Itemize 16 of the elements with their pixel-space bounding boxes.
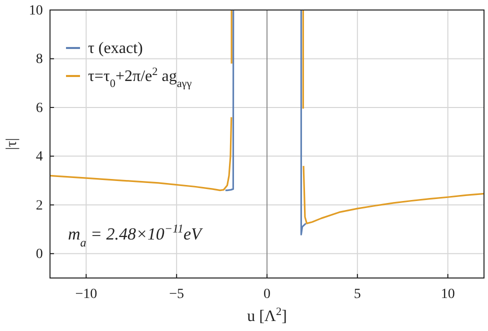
legend-label: τ (exact) (88, 40, 143, 57)
annotation: m$_{a}$ = 2.48×10$^{−11}$eV (68, 222, 204, 250)
y-tick-label: 2 (36, 198, 43, 214)
x-tick-label: −5 (169, 286, 184, 302)
y-tick-label: 10 (28, 3, 43, 18)
x-tick-label: 5 (354, 286, 361, 302)
x-tick-label: 0 (264, 286, 270, 302)
y-tick-label: 4 (36, 150, 43, 165)
y-tick-label: 6 (36, 100, 43, 116)
x-axis-title: u [Λ$^{2}$] (247, 306, 287, 325)
y-tick-label: 8 (36, 52, 43, 68)
legend-label: τ=τ$_{0}$+2π/e$^{2}$ ag$_{aγγ}$ (88, 66, 192, 90)
y-axis-title: |τ| (4, 138, 20, 150)
x-tick-label: 10 (440, 286, 455, 302)
y-tick-label: 0 (36, 247, 43, 262)
x-tick-label: −10 (75, 286, 98, 302)
